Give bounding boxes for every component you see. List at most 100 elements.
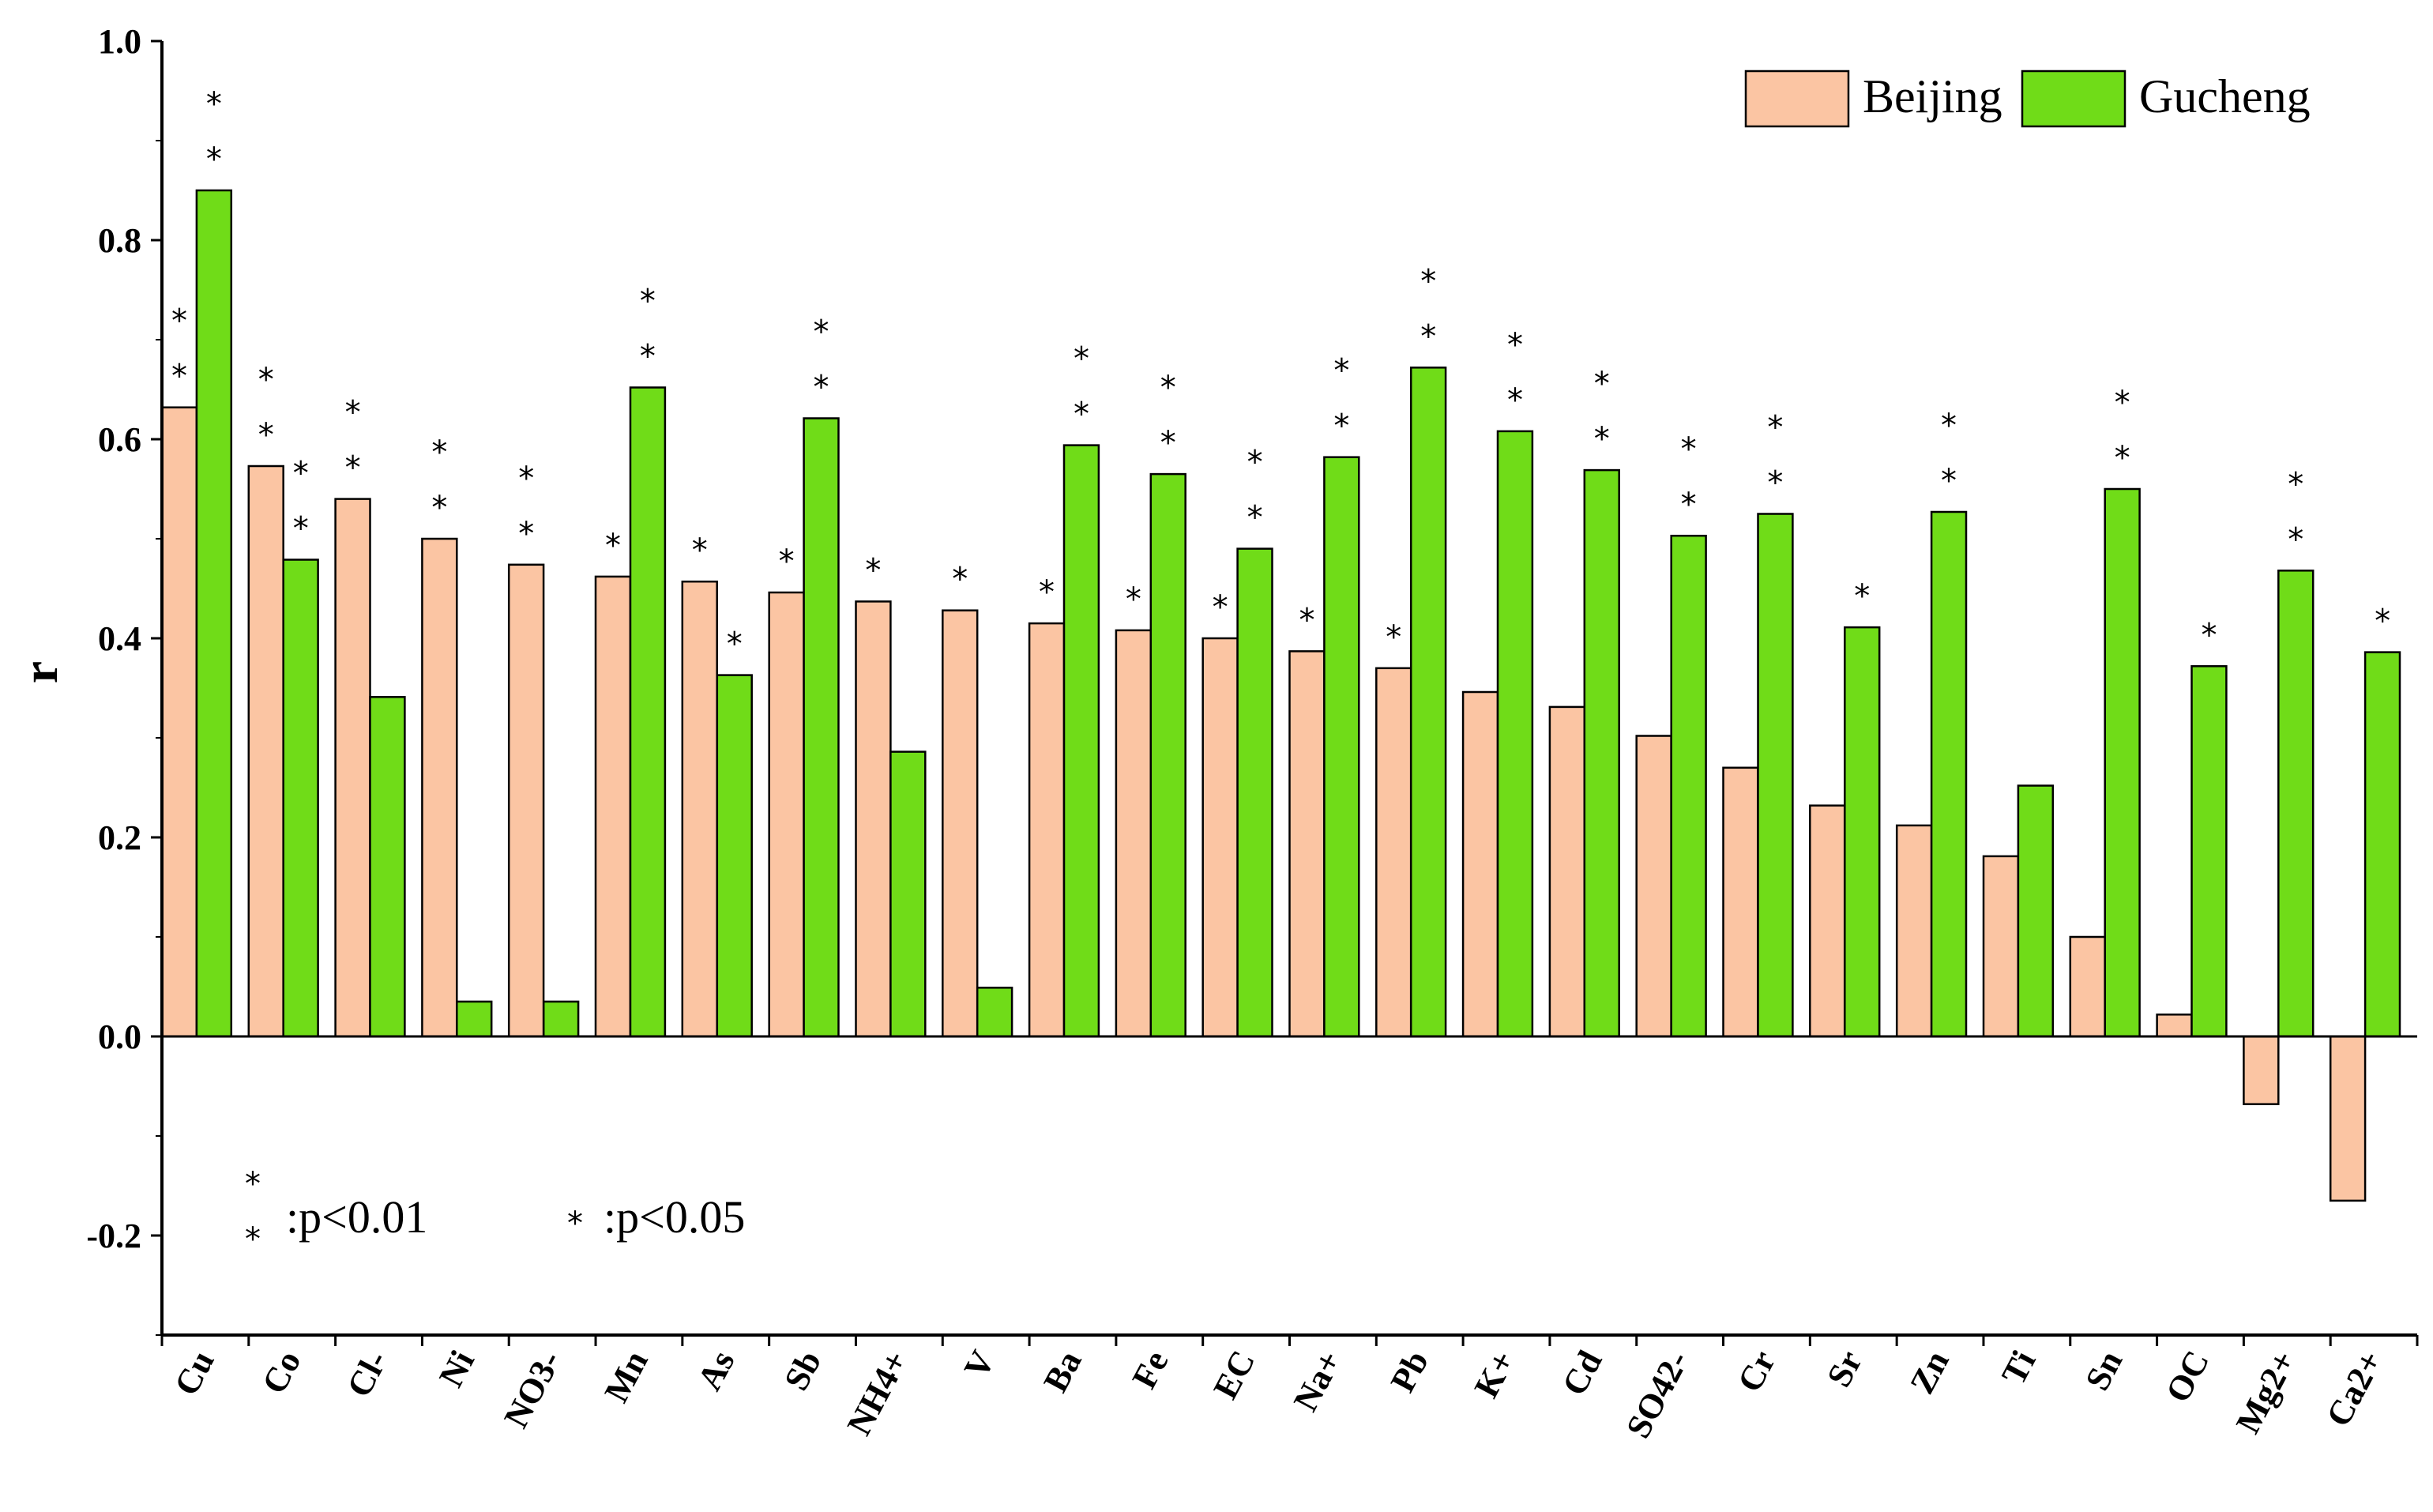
significance-star: * [814, 370, 829, 406]
significance-star: * [258, 417, 274, 453]
significance-star: * [1941, 408, 1957, 444]
bar-beijing-9 [942, 609, 979, 1038]
bar-beijing-15 [1461, 690, 1499, 1038]
category-label-11: Fe [1125, 1345, 1176, 1395]
bar-beijing-16 [1548, 705, 1586, 1038]
significance-star: * [1594, 366, 1610, 402]
significance-star: * [1681, 431, 1697, 468]
significance-star: * [171, 303, 187, 340]
legend-label-beijing: Beijing [1863, 70, 2002, 122]
category-label-12: EC [1205, 1345, 1262, 1405]
category-label-22: Sn [2078, 1345, 2130, 1397]
significance-star: * [518, 461, 534, 497]
bar-beijing-18 [1722, 766, 1759, 1038]
bar-beijing-12 [1201, 637, 1239, 1038]
significance-star: * [2288, 466, 2303, 502]
significance-star: * [1420, 263, 1436, 299]
bar-gucheng-15 [1496, 430, 1534, 1038]
category-label-6: As [690, 1345, 742, 1397]
bar-beijing-8 [855, 600, 892, 1038]
bar-beijing-23 [2156, 1014, 2193, 1038]
significance-star: * [2115, 440, 2130, 476]
category-label-9: V [957, 1344, 1002, 1384]
note-star: * [245, 1221, 261, 1258]
bar-beijing-17 [1635, 735, 1672, 1038]
bar-gucheng-6 [716, 674, 753, 1038]
note-star: * [567, 1205, 583, 1242]
significance-star: * [171, 359, 187, 395]
bar-gucheng-7 [803, 417, 840, 1038]
significance-star: * [1247, 445, 1263, 481]
significance-star: * [1333, 353, 1349, 389]
bar-beijing-3 [421, 537, 458, 1038]
y-tick-label: 0.4 [98, 619, 141, 658]
significance-star: * [779, 543, 795, 580]
significance-star: * [1160, 370, 1176, 406]
significance-star: * [2288, 521, 2303, 558]
bar-beijing-21 [1982, 855, 2020, 1038]
bar-gucheng-25 [2363, 651, 2401, 1038]
legend-label-gucheng: Gucheng [2139, 70, 2311, 122]
bar-beijing-20 [1895, 824, 1933, 1038]
category-label-24: Mg2+ [2228, 1345, 2303, 1440]
bar-gucheng-2 [369, 696, 406, 1038]
bar-gucheng-9 [976, 987, 1013, 1038]
significance-star: * [640, 283, 656, 319]
significance-star: * [258, 362, 274, 398]
significance-star: * [1420, 318, 1436, 355]
significance-star: * [1594, 421, 1610, 457]
y-tick-label: -0.2 [86, 1217, 141, 1255]
category-label-7: Sb [777, 1345, 829, 1397]
significance-star: * [1386, 619, 1401, 656]
note-p001: :p<0.01 [286, 1191, 427, 1243]
significance-star: * [1160, 425, 1176, 461]
significance-star: * [1074, 397, 1089, 433]
bar-gucheng-24 [2277, 570, 2315, 1038]
category-label-18: Cr [1730, 1345, 1783, 1398]
significance-star: * [865, 552, 881, 589]
significance-star: * [605, 528, 621, 564]
category-label-15: K+ [1467, 1345, 1523, 1404]
bar-gucheng-14 [1409, 367, 1447, 1038]
bar-beijing-13 [1288, 650, 1326, 1038]
significance-star: * [206, 141, 222, 178]
y-tick-label: 0.0 [98, 1017, 141, 1056]
bar-beijing-19 [1809, 804, 1846, 1038]
significance-star: * [2115, 385, 2130, 421]
bar-gucheng-1 [282, 559, 319, 1038]
significance-star: * [293, 455, 309, 491]
legend-swatch-beijing [1744, 70, 1850, 128]
category-label-8: NH4+ [840, 1345, 916, 1442]
bar-gucheng-5 [629, 386, 667, 1038]
significance-star: * [1507, 327, 1523, 363]
significance-star: * [1247, 500, 1263, 536]
bar-gucheng-13 [1323, 456, 1360, 1038]
significance-star: * [814, 314, 829, 351]
significance-star: * [345, 450, 361, 487]
category-label-19: Sr [1819, 1345, 1870, 1394]
significance-star: * [692, 532, 708, 569]
significance-star: * [1126, 581, 1141, 618]
bar-gucheng-8 [889, 750, 927, 1038]
bar-beijing-0 [160, 406, 198, 1038]
bar-beijing-7 [768, 591, 805, 1038]
bar-beijing-2 [334, 498, 371, 1038]
significance-star: * [431, 434, 447, 471]
significance-star: * [1039, 574, 1055, 611]
significance-star: * [293, 510, 309, 547]
bar-gucheng-11 [1149, 472, 1186, 1038]
bar-gucheng-22 [2104, 487, 2141, 1038]
category-label-1: Co [254, 1345, 309, 1400]
significance-star: * [518, 516, 534, 552]
note-star: * [245, 1166, 261, 1202]
category-label-4: NO3- [497, 1345, 569, 1435]
significance-star: * [206, 86, 222, 122]
bar-gucheng-0 [195, 189, 233, 1038]
y-tick-label: 0.2 [98, 818, 141, 857]
bar-gucheng-10 [1062, 444, 1100, 1038]
bar-beijing-4 [507, 563, 545, 1038]
bar-beijing-1 [247, 465, 284, 1038]
category-label-2: Cl- [340, 1345, 396, 1404]
